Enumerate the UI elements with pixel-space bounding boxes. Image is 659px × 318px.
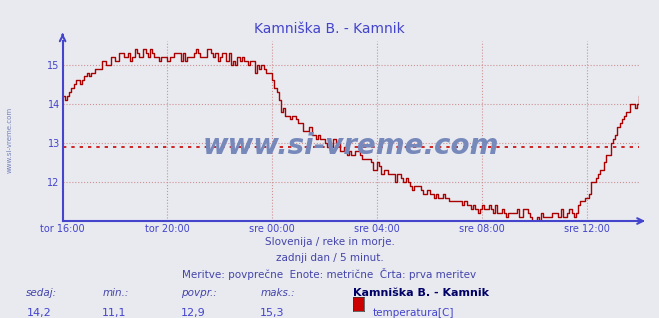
Text: Kamniška B. - Kamnik: Kamniška B. - Kamnik (254, 22, 405, 36)
Text: zadnji dan / 5 minut.: zadnji dan / 5 minut. (275, 253, 384, 263)
Text: sedaj:: sedaj: (26, 288, 57, 298)
Text: povpr.:: povpr.: (181, 288, 217, 298)
Text: 12,9: 12,9 (181, 308, 206, 318)
Text: 14,2: 14,2 (26, 308, 51, 318)
Text: Meritve: povprečne  Enote: metrične  Črta: prva meritev: Meritve: povprečne Enote: metrične Črta:… (183, 268, 476, 280)
Text: min.:: min.: (102, 288, 129, 298)
Text: Kamniška B. - Kamnik: Kamniška B. - Kamnik (353, 288, 488, 298)
Text: maks.:: maks.: (260, 288, 295, 298)
Text: Slovenija / reke in morje.: Slovenija / reke in morje. (264, 237, 395, 247)
Text: 15,3: 15,3 (260, 308, 285, 318)
Text: www.si-vreme.com: www.si-vreme.com (6, 107, 13, 173)
Text: www.si-vreme.com: www.si-vreme.com (203, 132, 499, 160)
Text: 11,1: 11,1 (102, 308, 127, 318)
Text: temperatura[C]: temperatura[C] (372, 308, 454, 318)
